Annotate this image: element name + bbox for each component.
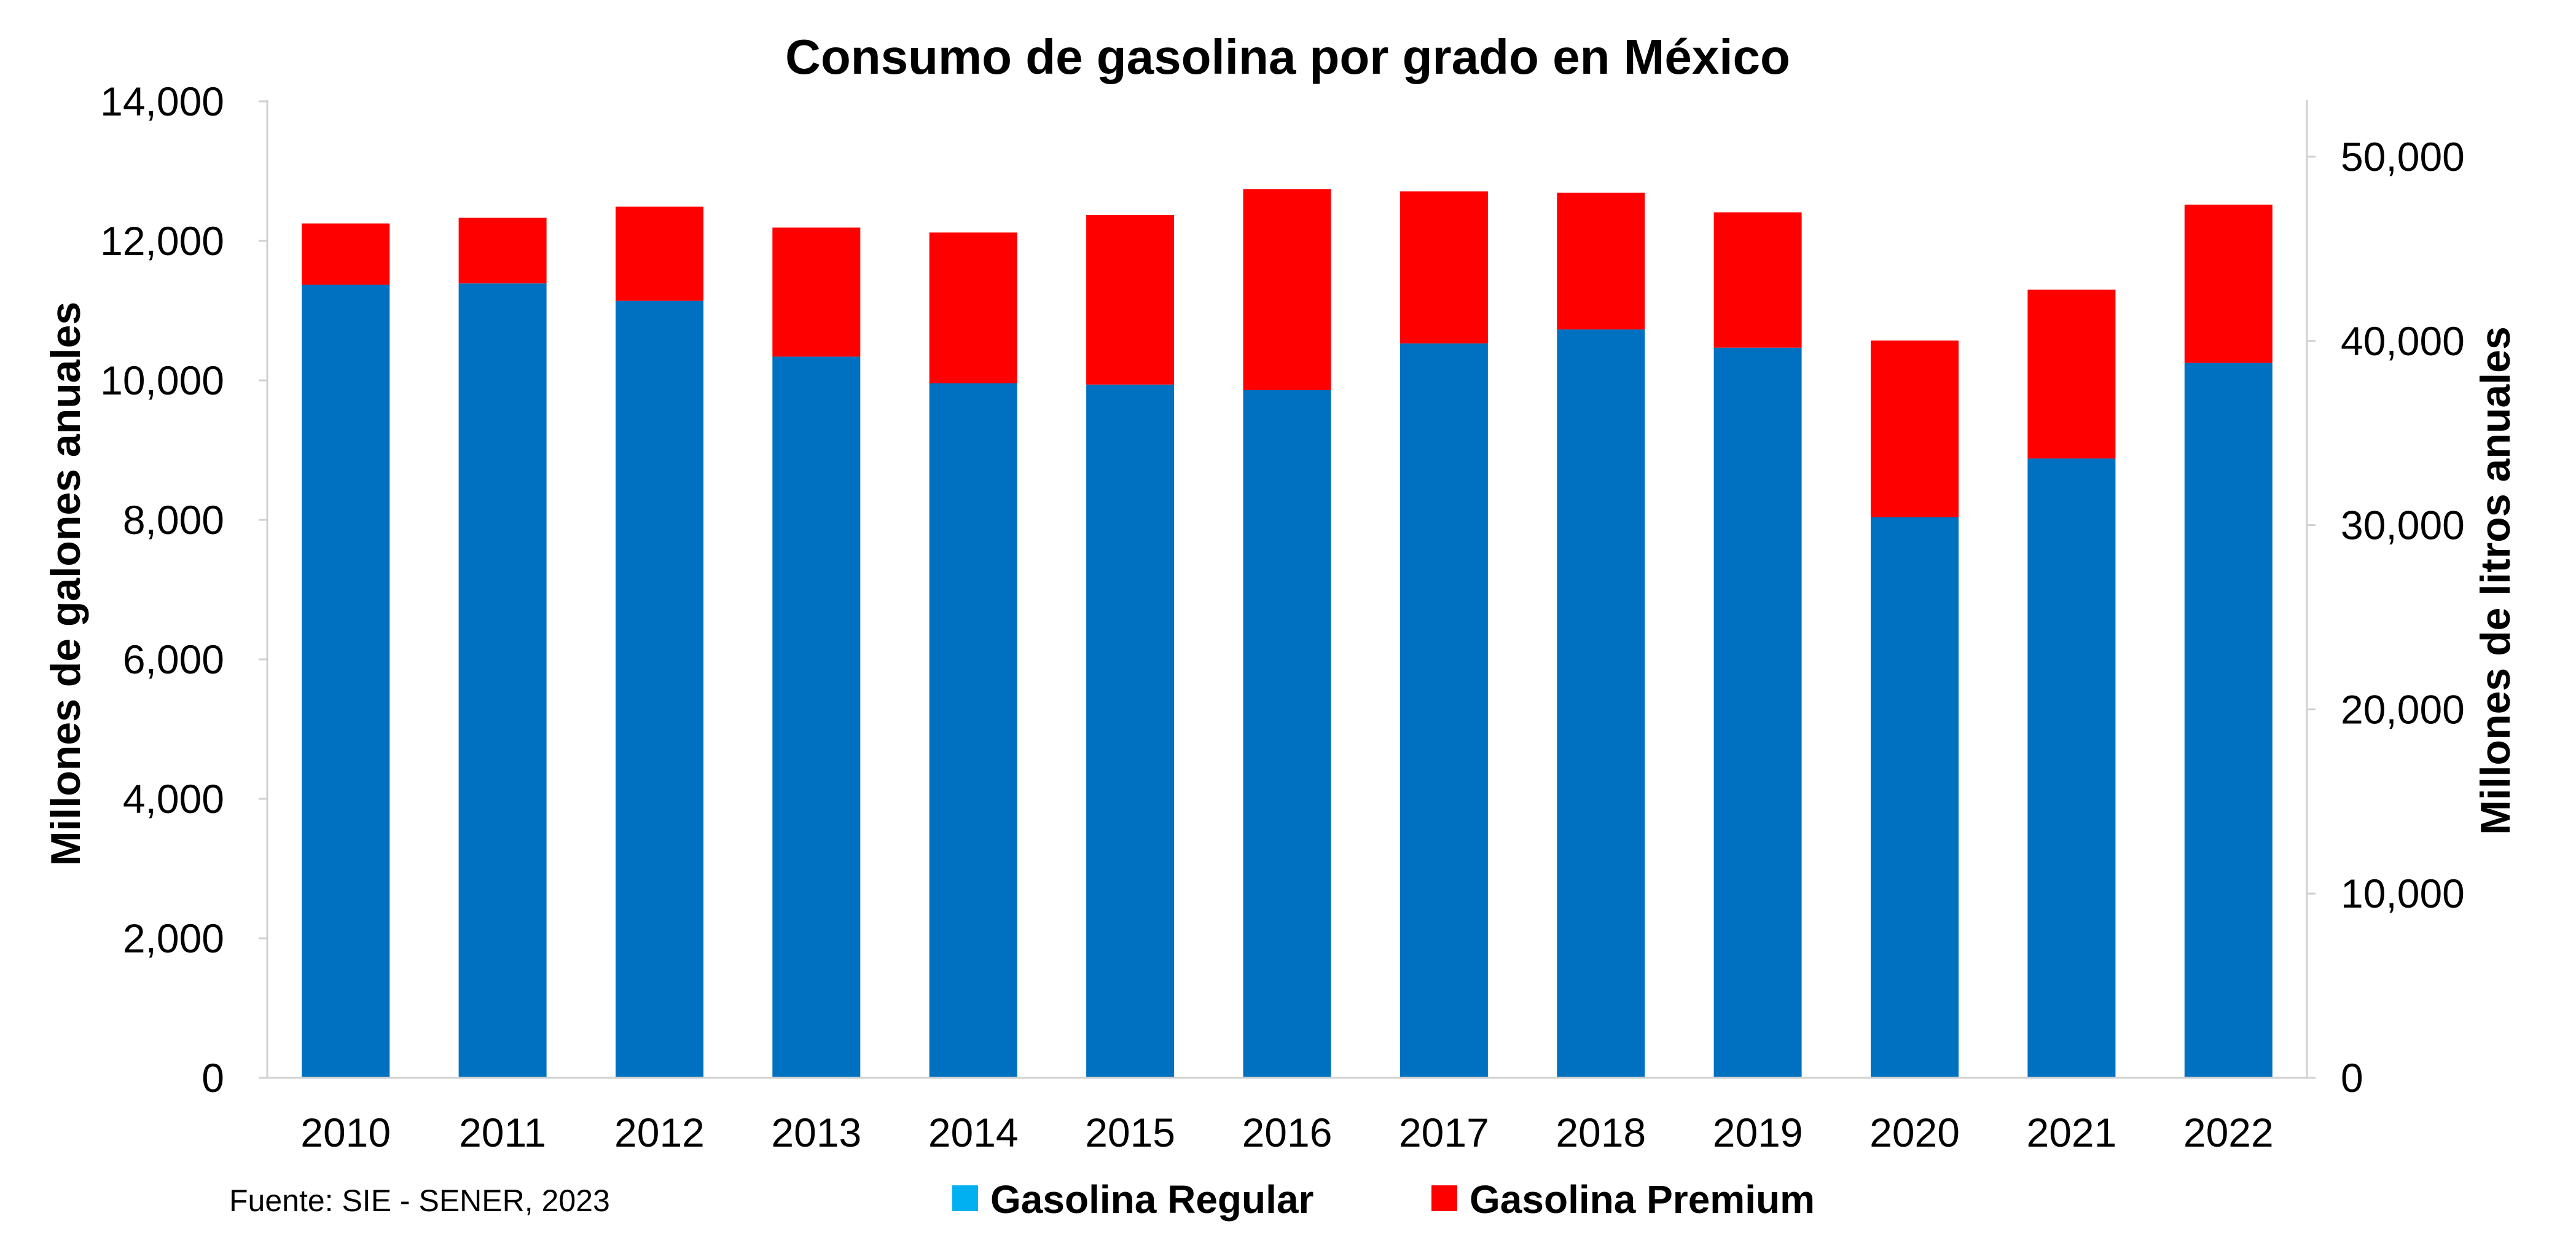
x-ticks: 2010 2011 2012 2013 2014 2015 2016 2017 2018 2019… bbox=[300, 1110, 2273, 1155]
bar-premium-2010 bbox=[302, 223, 390, 285]
x-tick-label-2018: 2018 bbox=[1556, 1110, 1646, 1155]
y-axis-title-right-text: Millones de litros anuales bbox=[2472, 326, 2519, 835]
y-tick-label-right: 30,000 bbox=[2341, 503, 2465, 548]
bar-regular-2014 bbox=[929, 383, 1017, 1078]
y-tick-label-right: 50,000 bbox=[2341, 134, 2465, 179]
y-tick-label-left: 0 bbox=[202, 1055, 224, 1101]
legend-label-regular: Gasolina Regular bbox=[990, 1177, 1313, 1222]
bar-regular-2013 bbox=[772, 356, 861, 1078]
y-ticks-left: 0 2,000 4,000 6,000 8,000 10,000 12,000 14,000 bbox=[100, 79, 267, 1101]
y-tick-label-right: 40,000 bbox=[2341, 318, 2465, 364]
bar-regular-2012 bbox=[616, 300, 703, 1078]
bar-premium-2012 bbox=[616, 206, 703, 301]
bar-premium-2021 bbox=[2027, 289, 2116, 459]
source-note: Fuente: SIE - SENER, 2023 bbox=[229, 1183, 610, 1218]
bar-premium-2018 bbox=[1557, 192, 1645, 330]
bar-premium-2014 bbox=[929, 232, 1017, 383]
bar-premium-2020 bbox=[1871, 340, 1959, 517]
y-tick-label-left: 12,000 bbox=[100, 218, 224, 264]
legend: Gasolina Regular Gasolina Premium bbox=[952, 1177, 1815, 1222]
x-tick-label-2016: 2016 bbox=[1242, 1110, 1333, 1155]
bar-regular-2011 bbox=[458, 283, 547, 1078]
bar-regular-2022 bbox=[2184, 363, 2273, 1078]
bar-regular-2019 bbox=[1713, 347, 1802, 1078]
x-tick-label-2013: 2013 bbox=[771, 1110, 861, 1155]
x-tick-label-2012: 2012 bbox=[614, 1110, 705, 1155]
bar-premium-2015 bbox=[1086, 215, 1175, 385]
legend-swatch-premium bbox=[1431, 1185, 1457, 1211]
y-ticks-right: 0 10,000 20,000 30,000 40,000 50,000 bbox=[2307, 134, 2465, 1101]
x-tick-label-2015: 2015 bbox=[1085, 1110, 1175, 1155]
bar-regular-2021 bbox=[2027, 458, 2116, 1078]
y-tick-label-left: 2,000 bbox=[123, 916, 224, 961]
y-tick-label-right: 20,000 bbox=[2341, 686, 2465, 732]
y-axis-title-left-text: Millones de galones anuales bbox=[42, 302, 89, 866]
bar-premium-2016 bbox=[1243, 189, 1331, 390]
bar-premium-2022 bbox=[2184, 205, 2273, 363]
bar-regular-2010 bbox=[302, 285, 390, 1078]
legend-swatch-regular bbox=[952, 1185, 978, 1211]
axes-group bbox=[266, 100, 2308, 1079]
x-tick-label-2011: 2011 bbox=[459, 1110, 546, 1155]
bar-premium-2017 bbox=[1400, 191, 1488, 343]
y-tick-label-right: 0 bbox=[2341, 1055, 2363, 1101]
y-axis-title-left: Millones de galones anuales bbox=[42, 302, 89, 866]
x-tick-label-2022: 2022 bbox=[2183, 1110, 2274, 1155]
bar-premium-2011 bbox=[458, 218, 547, 284]
x-tick-label-2010: 2010 bbox=[300, 1110, 391, 1155]
y-tick-label-left: 10,000 bbox=[100, 358, 224, 403]
x-tick-label-2014: 2014 bbox=[928, 1110, 1019, 1155]
bar-regular-2016 bbox=[1243, 390, 1331, 1078]
y-tick-label-left: 8,000 bbox=[123, 497, 224, 543]
x-tick-label-2017: 2017 bbox=[1399, 1110, 1489, 1155]
x-tick-label-2020: 2020 bbox=[1869, 1110, 1960, 1155]
bar-regular-2017 bbox=[1400, 343, 1488, 1078]
bar-premium-2019 bbox=[1713, 212, 1802, 348]
bar-regular-2015 bbox=[1086, 384, 1175, 1078]
legend-label-premium: Gasolina Premium bbox=[1470, 1177, 1815, 1222]
bar-regular-2020 bbox=[1871, 517, 1959, 1078]
x-tick-label-2021: 2021 bbox=[2027, 1110, 2117, 1155]
bars-group bbox=[302, 189, 2273, 1078]
y-tick-label-left: 6,000 bbox=[123, 637, 224, 682]
x-tick-label-2019: 2019 bbox=[1713, 1110, 1803, 1155]
y-tick-label-right: 10,000 bbox=[2341, 871, 2465, 916]
bar-premium-2013 bbox=[772, 227, 861, 357]
bar-regular-2018 bbox=[1557, 329, 1645, 1078]
y-tick-label-left: 4,000 bbox=[123, 776, 224, 822]
y-tick-label-left: 14,000 bbox=[100, 79, 224, 124]
y-axis-title-right: Millones de litros anuales bbox=[2472, 326, 2519, 835]
chart-title: Consumo de gasolina por grado en México bbox=[785, 29, 1790, 84]
